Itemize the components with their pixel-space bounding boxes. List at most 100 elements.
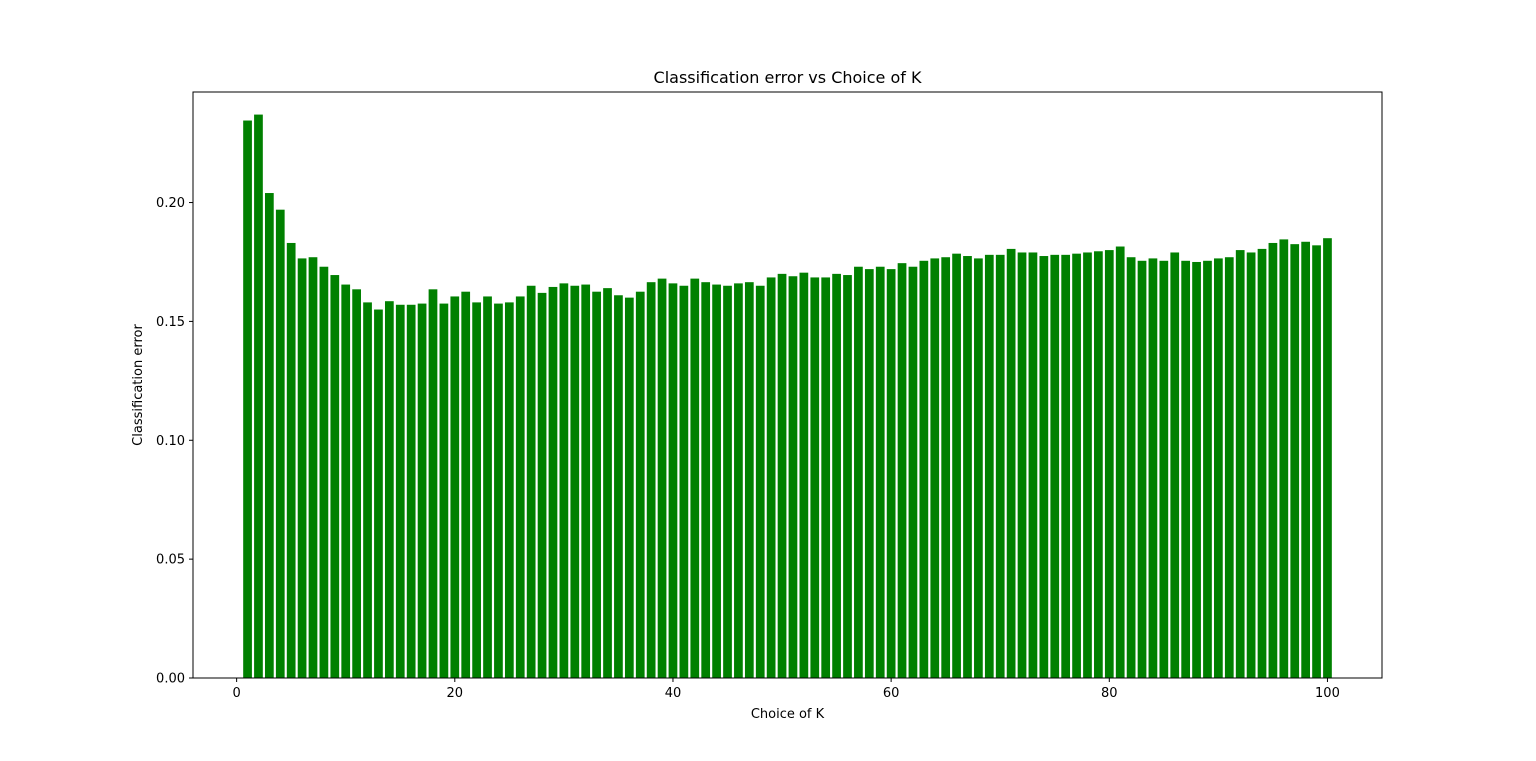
x-axis-label: Choice of K [751,707,825,722]
bar-k-84 [1148,258,1158,678]
bar-k-33 [592,291,601,678]
bar-k-20 [450,296,460,678]
bar-k-88 [1192,261,1201,678]
bar-k-36 [624,297,634,678]
bar-k-79 [1094,251,1103,678]
bar-k-62 [908,266,918,678]
y-tick-label: 0.00 [156,672,185,687]
bar-k-74 [1039,256,1049,678]
bar-k-60 [886,269,896,678]
bar-k-95 [1268,242,1278,678]
bar-k-66 [952,253,961,678]
bar-k-89 [1203,260,1212,678]
y-tick-label: 0.15 [156,315,185,330]
bar-k-76 [1061,254,1071,678]
bar-k-75 [1050,254,1060,678]
bar-k-77 [1072,253,1081,678]
x-tick-label: 100 [1315,686,1340,701]
bar-k-27 [526,285,536,678]
x-axis-ticks: 0 20 40 60 80 100 [232,678,1340,701]
bar-k-47 [744,282,754,678]
bar-k-96 [1279,239,1289,678]
bar-k-7 [308,257,318,678]
bar-k-11 [352,289,361,678]
bar-k-81 [1115,246,1125,678]
bar-k-100 [1323,238,1332,678]
bar-k-92 [1235,250,1245,678]
bar-k-46 [734,283,743,678]
bar-k-72 [1017,252,1027,678]
bar-k-78 [1083,252,1092,678]
bar-k-83 [1137,260,1147,678]
bar-k-71 [1006,248,1016,678]
bar-k-43 [701,282,711,678]
bar-k-93 [1246,252,1256,678]
bar-k-55 [832,273,841,678]
bar-k-8 [319,266,329,678]
plot-frame [192,91,1383,679]
bar-k-44 [712,284,721,678]
bar-k-45 [723,285,732,678]
bar-k-50 [777,273,787,678]
bar-k-16 [406,304,416,678]
bar-k-31 [570,285,580,678]
bar-k-13 [374,309,383,678]
bar-k-10 [341,284,351,678]
bar-k-51 [788,276,798,678]
bar-k-21 [461,291,471,678]
y-axis-ticks: 0.00 0.05 0.10 0.15 0.20 [156,196,193,687]
bar-k-3 [264,193,274,678]
bar-k-82 [1126,257,1136,678]
x-tick-label: 20 [447,686,464,701]
bar-k-56 [843,275,852,678]
bar-k-73 [1028,252,1038,678]
bar-k-86 [1170,252,1180,678]
bar-k-22 [472,302,481,678]
bar-k-37 [635,291,645,678]
y-tick-label: 0.10 [156,434,185,449]
bar-k-35 [614,295,623,678]
bar-k-87 [1181,260,1191,678]
chart-title: Classification error vs Choice of K [654,68,922,87]
bar-k-53 [810,277,820,678]
bar-k-32 [581,284,591,678]
bar-k-5 [286,242,296,678]
bar-k-14 [384,301,394,678]
y-tick-label: 0.05 [156,553,185,568]
bar-k-85 [1159,260,1169,678]
bar-k-9 [330,275,340,678]
x-tick-label: 0 [232,686,240,701]
bar-k-38 [646,282,656,678]
bar-k-34 [603,288,612,678]
x-tick-label: 80 [1101,686,1118,701]
bar-k-15 [395,304,405,678]
x-tick-label: 40 [665,686,682,701]
bar-k-12 [363,302,372,678]
y-tick-label: 0.20 [156,196,185,211]
bar-k-63 [919,260,929,678]
bar-k-70 [995,254,1005,678]
bar-k-49 [766,277,776,678]
y-axis-label: Classification error [131,324,146,446]
bar-k-98 [1301,241,1311,678]
bar-k-48 [755,285,765,678]
bar-k-52 [799,272,809,678]
bar-k-4 [275,209,285,678]
bar-k-58 [864,269,874,678]
bar-k-2 [254,114,263,678]
bar-k-54 [821,277,831,678]
bar-k-67 [963,256,972,678]
bar-k-24 [494,303,503,678]
bar-k-42 [690,278,700,678]
bar-k-39 [657,278,667,678]
bar-k-18 [428,289,438,678]
bar-k-28 [537,292,547,678]
bar-k-94 [1257,248,1267,678]
x-tick-label: 60 [883,686,900,701]
bar-k-29 [548,286,558,678]
bar-k-97 [1290,244,1300,678]
bar-k-64 [930,258,940,678]
bar-k-61 [897,263,907,678]
bar-k-17 [417,303,427,678]
